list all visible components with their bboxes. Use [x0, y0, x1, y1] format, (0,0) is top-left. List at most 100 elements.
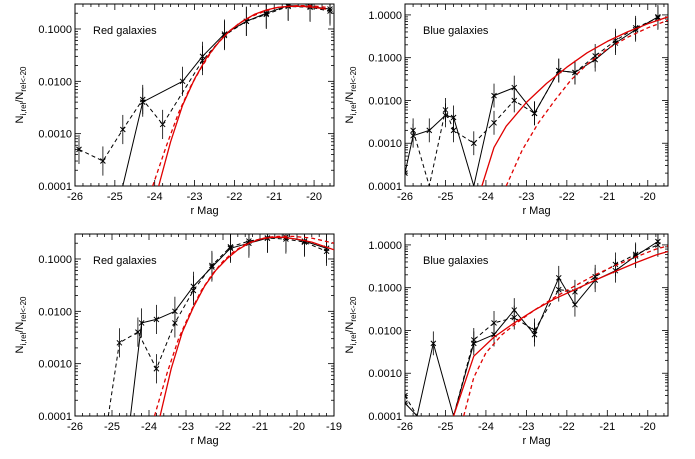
data-point: [263, 11, 270, 18]
series-line-1: [130, 236, 327, 416]
data-point: [199, 57, 206, 64]
y-axis-label: Ni,rel/Nrel<-20: [344, 66, 358, 124]
panel-label: Blue galaxies: [423, 255, 489, 267]
data-point: [430, 340, 437, 347]
data-point: [531, 327, 538, 334]
data-point: [612, 261, 619, 268]
x-tick-label: -21: [599, 421, 615, 433]
x-tick-label: -20: [640, 191, 656, 203]
data-point: [531, 110, 538, 117]
y-tick-label: 0.1000: [368, 283, 402, 295]
x-tick-label: -26: [397, 421, 413, 433]
series-line-1: [405, 16, 659, 186]
y-tick-label: 1.0000: [368, 10, 402, 22]
x-tick-label: -21: [266, 191, 282, 203]
series-line-3: [452, 250, 668, 416]
data-point: [138, 320, 145, 326]
series-line-2: [78, 5, 331, 162]
x-axis-label: r Mag: [522, 435, 550, 447]
series-group: [405, 234, 668, 416]
series-line-3: [481, 16, 668, 186]
x-tick-label: -21: [252, 421, 268, 433]
y-tick-label: 0.0001: [38, 411, 72, 423]
y-axis-label: Ni,rel/Nrel<-20: [14, 296, 28, 354]
plot-frame: [74, 3, 335, 187]
data-point: [227, 244, 234, 250]
y-tick-label: 0.1000: [38, 254, 72, 266]
data-point: [470, 337, 477, 343]
data-point: [632, 251, 639, 258]
y-tick-label: 0.0010: [38, 359, 72, 371]
x-tick-label: -23: [518, 191, 534, 203]
x-tick-label: -25: [438, 421, 454, 433]
panel-label: Red galaxies: [93, 25, 157, 37]
y-tick-label: 0.0100: [38, 76, 72, 88]
x-tick-label: -26: [67, 191, 83, 203]
data-point: [470, 140, 477, 147]
series-line-4: [505, 19, 668, 186]
chart-panel-3: -26 -25 -24 -23 -22 -21 -20 -19 0.0001 0.0010 0.01…: [14, 233, 342, 447]
x-tick-label: -24: [478, 191, 494, 203]
x-tick-label: -22: [559, 421, 575, 433]
y-axis-label: Ni,rel/Nrel<-20: [344, 296, 358, 354]
y-tick-label: 0.1000: [38, 24, 72, 36]
series-line-3: [159, 236, 334, 416]
data-point: [209, 262, 215, 269]
data-point: [405, 394, 408, 399]
data-point: [491, 119, 497, 126]
y-tick-label: 0.0001: [368, 181, 402, 193]
series-line-4: [463, 245, 668, 416]
data-point: [153, 316, 160, 323]
series-line-3: [158, 5, 327, 186]
x-tick-label: -21: [599, 191, 615, 203]
y-tick-label: 0.0100: [38, 306, 72, 318]
data-point: [179, 78, 186, 85]
data-point: [405, 172, 408, 176]
data-point: [327, 8, 333, 14]
y-tick-label: 0.0100: [368, 95, 402, 107]
data-point: [100, 158, 106, 164]
data-point: [405, 392, 408, 397]
x-axis-label: r Mag: [522, 205, 550, 217]
data-point: [139, 96, 146, 103]
y-tick-label: 0.1000: [368, 53, 402, 65]
data-point: [612, 37, 619, 44]
data-point: [405, 170, 408, 174]
data-point: [450, 114, 457, 121]
data-point: [119, 126, 126, 133]
series-line-4: [153, 235, 334, 416]
panel-label: Blue galaxies: [423, 25, 489, 37]
data-point: [655, 242, 661, 248]
data-point: [410, 127, 416, 134]
x-axis-label: r Mag: [190, 435, 218, 447]
x-tick-label: -20: [640, 421, 656, 433]
data-point: [405, 400, 408, 404]
data-point: [655, 15, 661, 21]
data-point: [572, 288, 578, 295]
x-tick-label: -22: [226, 191, 242, 203]
data-point: [442, 107, 449, 113]
data-point: [592, 273, 599, 280]
data-point: [555, 286, 562, 293]
data-point: [426, 127, 433, 134]
data-point: [405, 402, 408, 406]
x-tick-label: -23: [178, 421, 194, 433]
x-tick-label: -20: [306, 191, 322, 203]
y-tick-label: 1.0000: [368, 240, 402, 252]
y-tick-label: 0.0010: [368, 368, 402, 380]
x-tick-label: -25: [107, 191, 123, 203]
data-point: [511, 84, 518, 91]
plot-frame: [404, 233, 669, 417]
y-tick-label: 0.0010: [368, 138, 402, 150]
x-tick-label: -24: [478, 421, 494, 433]
data-point: [172, 320, 178, 326]
x-tick-label: -24: [141, 421, 157, 433]
plot-frame: [74, 233, 335, 417]
x-tick-label: -24: [147, 191, 163, 203]
chart-panel-2: -26 -25 -24 -23 -22 -21 -20 0.0001 0.0010 0.0100 0…: [344, 3, 669, 217]
series-line-2: [412, 17, 659, 186]
series-line-4: [152, 4, 327, 186]
data-point: [135, 329, 141, 335]
x-axis-label: r Mag: [190, 205, 218, 217]
